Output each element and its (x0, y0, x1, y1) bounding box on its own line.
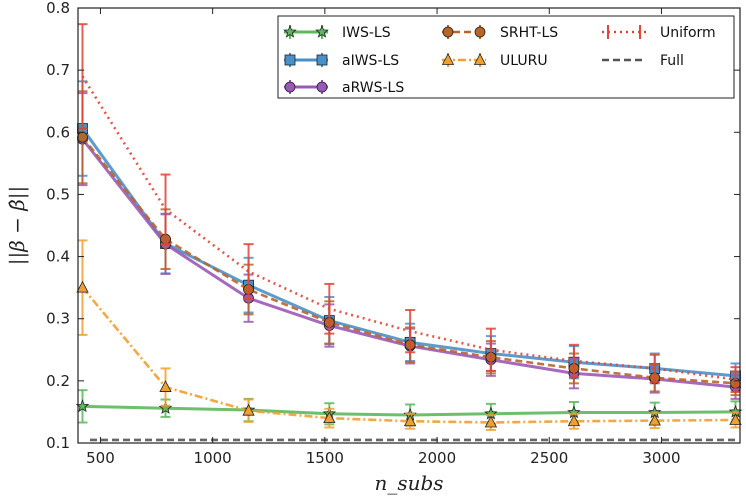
series-uniform (77, 23, 741, 394)
point-srht-ls (77, 131, 88, 143)
legend-item-uluru: ULURU (441, 53, 548, 69)
legend-marker-uluru (473, 53, 487, 65)
y-tick-label: 0.2 (46, 372, 70, 390)
legend-label-arws-ls: aRWS-LS (342, 80, 404, 96)
x-tick-label: 2500 (530, 449, 568, 467)
legend-box (277, 15, 735, 99)
y-tick-label: 0.8 (46, 0, 70, 17)
series-srht-ls (77, 90, 741, 397)
legend-marker-srht-ls (442, 26, 454, 38)
x-tick-label: 2000 (418, 449, 456, 467)
legend-label-full: Full (660, 53, 684, 69)
x-tick-label: 500 (86, 449, 115, 467)
plot-frame (77, 7, 741, 444)
legend-item-uniform: Uniform (602, 25, 716, 41)
legend-item-iws-ls: IWS-LS (283, 24, 391, 41)
x-tick-label: 1500 (306, 449, 344, 467)
legend-marker-arws-ls (284, 81, 296, 93)
point-uluru (242, 403, 255, 416)
legend-marker-iws-ls (283, 24, 297, 38)
legend-label-uniform: Uniform (660, 25, 716, 41)
legend-item-srht-ls: SRHT-LS (442, 25, 558, 41)
legend-marker-srht-ls (474, 26, 486, 38)
legend-item-full: Full (602, 53, 684, 69)
legend-item-aiws-ls: aIWS-LS (284, 53, 399, 69)
y-axis-label: ||β − β̂|| (5, 186, 30, 266)
series-line-uniform (81, 75, 736, 381)
legend: IWS-LS aIWS-LS aRWS-LS SRHT-LS ULURU Uniform F… (277, 15, 735, 99)
y-tick-label: 0.1 (46, 434, 70, 452)
x-tick-label: 1000 (194, 449, 232, 467)
y-tick-label: 0.6 (46, 123, 70, 141)
point-uluru (567, 414, 581, 427)
point-uluru (323, 411, 336, 424)
legend-label-iws-ls: IWS-LS (342, 25, 391, 41)
legend-marker-uluru (441, 53, 455, 65)
y-tick-label: 0.7 (46, 61, 70, 79)
point-uluru (76, 280, 89, 293)
legend-label-uluru: ULURU (500, 53, 548, 69)
legend-marker-arws-ls (316, 81, 328, 93)
legend-marker-iws-ls (315, 24, 329, 38)
legend-marker-aiws-ls (316, 54, 328, 66)
point-uluru (403, 414, 417, 427)
series-uluru (76, 239, 742, 431)
legend-marker-aiws-ls (284, 54, 296, 66)
y-tick-label: 0.4 (46, 248, 70, 266)
point-uluru (729, 413, 742, 425)
legend-label-aiws-ls: aIWS-LS (342, 53, 399, 69)
point-uluru (484, 415, 498, 428)
legend-item-arws-ls: aRWS-LS (284, 80, 404, 96)
point-uluru (159, 380, 172, 392)
y-tick-label: 0.5 (46, 185, 70, 203)
series-line-uluru (81, 286, 736, 424)
legend-label-srht-ls: SRHT-LS (500, 25, 558, 41)
x-axis-label: n_subs (374, 471, 443, 495)
point-uluru (648, 413, 661, 426)
y-tick-label: 0.3 (46, 310, 70, 328)
x-tick-label: 3000 (642, 449, 680, 467)
series-layer (75, 23, 743, 442)
tick-layer: 500 1000 1500 2000 2500 3000 0.1 0.2 0.3 0.4 0.5 0.… (46, 0, 740, 467)
